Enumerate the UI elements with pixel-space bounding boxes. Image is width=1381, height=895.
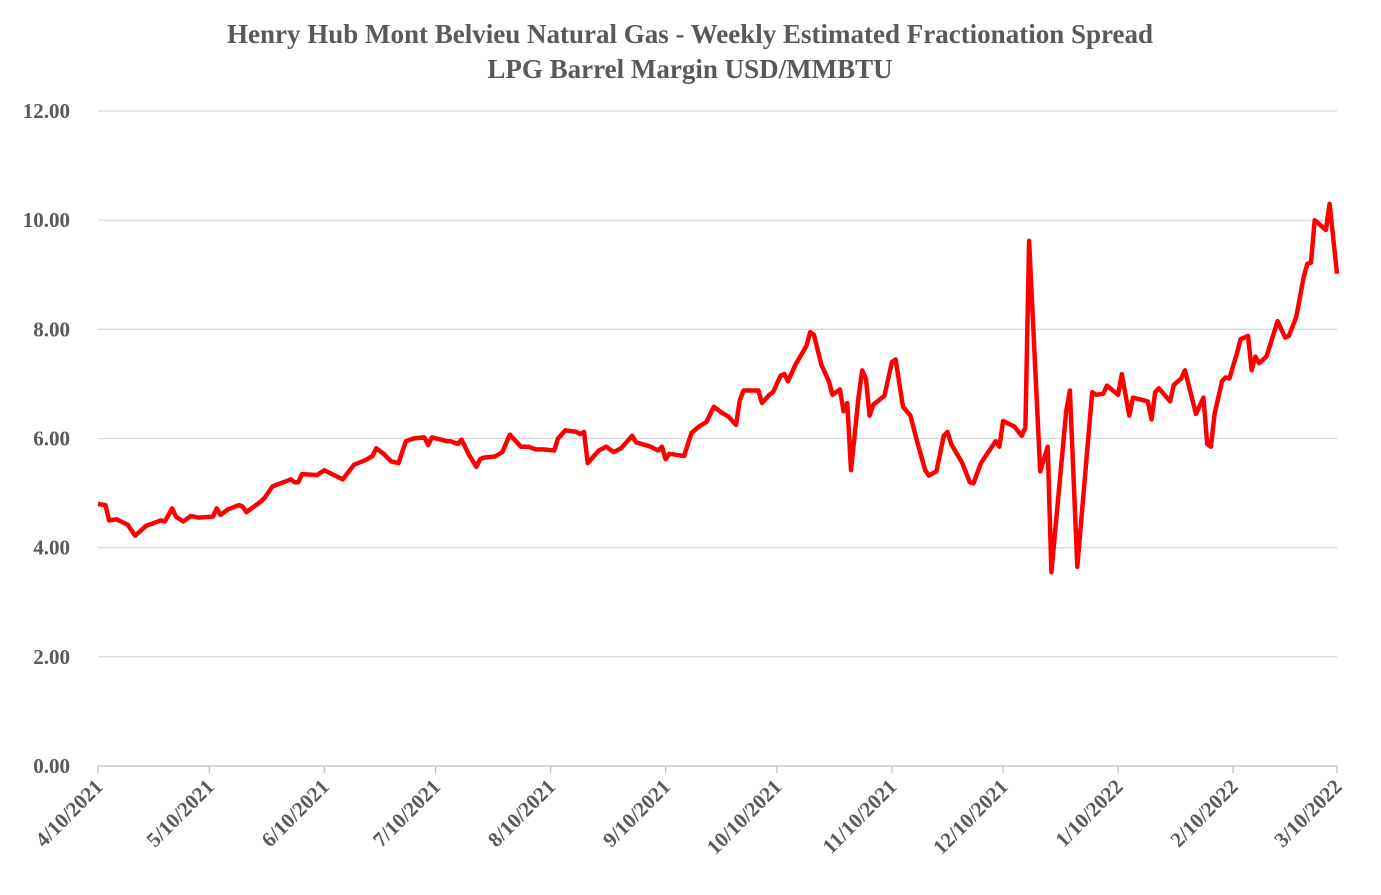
x-tick-label: 6/10/2021 — [257, 775, 334, 852]
y-tick-label: 8.00 — [33, 317, 70, 341]
x-tick-label: 2/10/2022 — [1165, 775, 1242, 852]
y-tick-label: 2.00 — [33, 645, 70, 669]
x-tick-label: 7/10/2021 — [368, 775, 445, 852]
chart-title: Henry Hub Mont Belvieu Natural Gas - Wee… — [227, 19, 1153, 49]
x-tick-label: 12/10/2021 — [928, 775, 1013, 860]
y-tick-label: 10.00 — [23, 208, 70, 232]
x-tick-label: 11/10/2021 — [818, 775, 902, 859]
x-tick-label: 3/10/2022 — [1269, 775, 1346, 852]
chart-subtitle: LPG Barrel Margin USD/MMBTU — [487, 54, 892, 84]
x-tick-label: 9/10/2021 — [598, 775, 675, 852]
y-tick-label: 0.00 — [33, 754, 70, 778]
x-tick-label: 8/10/2021 — [483, 775, 560, 852]
x-tick-label: 10/10/2021 — [702, 775, 787, 860]
y-tick-label: 12.00 — [23, 99, 70, 123]
data-line — [97, 201, 1340, 575]
y-tick-label: 4.00 — [33, 536, 70, 560]
x-tick-label: 1/10/2022 — [1050, 775, 1127, 852]
x-tick-label: 5/10/2021 — [142, 775, 219, 852]
y-tick-label: 6.00 — [33, 427, 70, 451]
x-tick-label: 4/10/2021 — [30, 775, 107, 852]
